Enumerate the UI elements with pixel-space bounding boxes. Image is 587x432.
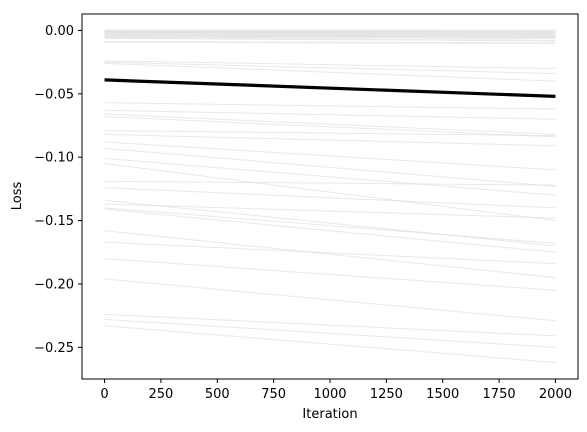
y-axis-label: Loss [10,182,25,211]
y-tick-label-4: −0.20 [34,277,74,292]
background-series-line-13 [104,109,556,120]
background-series-line-27 [104,208,556,253]
background-series-line-26 [104,207,556,244]
x-tick-label-7: 1750 [483,387,516,402]
background-series-line-31 [104,278,556,322]
y-tick-label-1: −0.05 [34,87,74,102]
x-tick-label-2: 500 [205,387,230,402]
y-tick-label-2: −0.10 [34,151,74,166]
background-series-line-14 [104,113,556,135]
x-tick-label-8: 2000 [539,387,572,402]
x-axis: 0 250 500 750 1000 1250 1500 1750 2000 [100,379,572,402]
background-series-line-6 [104,36,556,39]
background-series-line-12 [104,102,556,110]
background-series-line-15 [104,116,556,138]
background-series-line-33 [104,318,556,348]
background-series-line-2 [104,30,556,34]
background-series-line-5 [104,34,556,38]
x-axis-label: Iteration [302,407,357,422]
background-series-line-25 [104,203,556,219]
background-series-line-4 [104,33,556,37]
background-series-line-17 [104,133,556,147]
x-tick-label-5: 1250 [370,387,403,402]
background-series-line-21 [104,163,556,222]
background-series-line-3 [104,32,556,36]
background-series-line-19 [104,147,556,187]
background-series-line-23 [104,187,556,209]
y-axis: 0.00 −0.05 −0.10 −0.15 −0.20 −0.25 [34,24,82,356]
background-series-line-20 [104,157,556,196]
background-series-line-9 [104,60,556,69]
series-layer [104,29,556,364]
x-tick-label-0: 0 [100,387,108,402]
highlight-series-line [104,78,556,98]
background-series-line-24 [104,199,556,247]
background-series-line-7 [104,37,556,42]
background-series-line-11 [104,62,556,82]
x-tick-label-6: 1500 [426,387,459,402]
y-tick-label-3: −0.15 [34,214,74,229]
x-tick-label-3: 750 [261,387,286,402]
background-series-line-10 [104,61,556,75]
background-series-line-34 [104,325,556,364]
background-series-line-28 [104,230,556,279]
background-series-line-29 [104,241,556,265]
background-series-line-32 [104,313,556,337]
background-series-line-18 [104,141,556,171]
x-tick-label-1: 250 [148,387,173,402]
background-series-line-22 [104,180,556,186]
x-tick-label-4: 1000 [313,387,346,402]
y-tick-label-0: 0.00 [45,24,74,39]
background-series-line-30 [104,258,556,291]
background-series-line-16 [104,130,556,137]
y-tick-label-5: −0.25 [34,341,74,356]
plot-frame [81,13,579,380]
background-series-line-8 [104,41,556,44]
